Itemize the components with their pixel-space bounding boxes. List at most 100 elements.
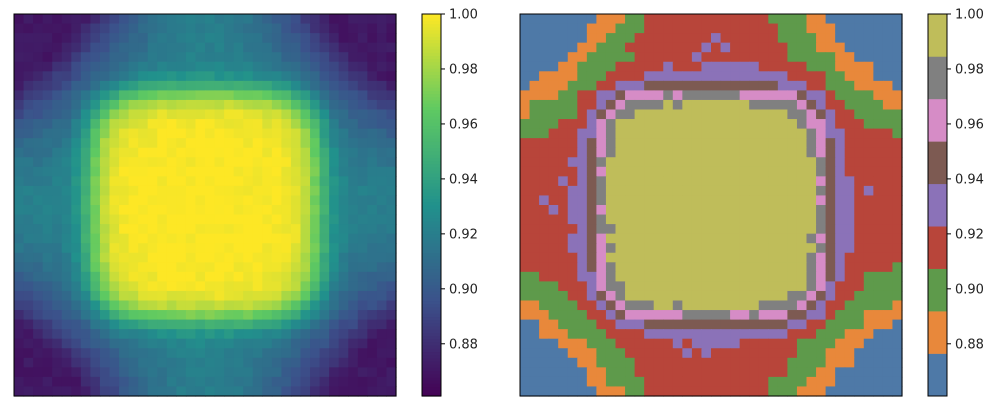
right-heatmap-cell	[796, 157, 808, 168]
right-heatmap-cell	[567, 367, 578, 378]
left-heatmap-cell	[367, 224, 378, 235]
right-heatmap-cell	[558, 357, 569, 368]
left-heatmap-cell	[376, 138, 388, 149]
left-heatmap-cell	[367, 99, 378, 111]
right-heatmap-cell	[672, 176, 683, 187]
right-heatmap-cell	[844, 271, 855, 282]
right-heatmap-cell	[739, 99, 750, 111]
left-heatmap-cell	[99, 157, 111, 168]
right-heatmap-cell	[691, 147, 703, 158]
right-heatmap-cell	[529, 252, 540, 263]
left-heatmap-cell	[262, 252, 273, 263]
left-heatmap-cell	[14, 109, 25, 120]
right-heatmap-cell	[844, 147, 855, 158]
left-heatmap-cell	[205, 205, 216, 216]
right-heatmap-cell	[816, 33, 827, 44]
left-heatmap-cell	[338, 214, 349, 225]
left-heatmap-cell	[157, 290, 168, 302]
right-heatmap-cell	[682, 119, 693, 130]
left-heatmap-cell	[147, 233, 158, 244]
left-colorbar-gradient-segment	[422, 68, 441, 72]
right-heatmap-cell	[720, 185, 731, 197]
left-heatmap-cell	[338, 128, 349, 139]
left-heatmap-cell	[147, 224, 158, 235]
left-heatmap-cell	[290, 166, 302, 177]
left-heatmap-cell	[33, 300, 44, 311]
right-heatmap-cell	[577, 166, 588, 177]
right-heatmap-cell	[691, 23, 703, 34]
left-heatmap-cell	[214, 319, 225, 330]
left-heatmap-cell	[71, 214, 82, 225]
right-heatmap-cell	[892, 205, 903, 216]
right-heatmap-cell	[825, 52, 836, 63]
left-heatmap-cell	[348, 52, 359, 63]
left-heatmap-cell	[319, 338, 330, 349]
right-heatmap-cell	[529, 367, 540, 378]
right-heatmap-cell	[701, 99, 712, 111]
left-heatmap-cell	[357, 271, 368, 282]
right-heatmap-cell	[672, 157, 683, 168]
right-heatmap-cell	[653, 80, 664, 91]
left-heatmap-cell	[262, 23, 273, 34]
right-heatmap-cell	[873, 166, 884, 177]
right-heatmap-cell	[558, 262, 569, 273]
right-heatmap-cell	[844, 367, 855, 378]
left-colorbar-gradient-segment	[422, 74, 441, 79]
right-heatmap-cell	[730, 52, 741, 63]
left-heatmap-cell	[176, 128, 187, 139]
left-heatmap-cell	[119, 376, 130, 388]
right-heatmap-cell	[644, 14, 655, 25]
right-heatmap-cell	[653, 52, 664, 63]
right-heatmap-cell	[749, 290, 760, 302]
left-heatmap-cell	[128, 185, 139, 197]
left-colorbar-gradient-segment	[422, 373, 441, 378]
right-heatmap-cell	[768, 147, 779, 158]
right-heatmap-cell	[615, 185, 626, 197]
left-heatmap-cell	[243, 147, 254, 158]
left-heatmap-cell	[205, 329, 216, 340]
right-heatmap-cell	[711, 319, 722, 330]
left-heatmap-cell	[271, 357, 282, 368]
right-heatmap-cell	[863, 319, 874, 330]
left-heatmap-cell	[128, 71, 139, 82]
right-heatmap-cell	[653, 319, 664, 330]
left-colorbar-gradient-segment	[422, 310, 441, 314]
right-heatmap-cell	[615, 147, 626, 158]
left-heatmap-cell	[281, 195, 292, 206]
left-heatmap-cell	[348, 290, 359, 302]
right-heatmap-cell	[777, 42, 788, 53]
left-heatmap-cell	[147, 71, 158, 82]
left-heatmap-cell	[195, 290, 206, 302]
left-heatmap-cell	[109, 33, 120, 44]
right-heatmap-cell	[844, 33, 855, 44]
right-heatmap-cell	[739, 195, 750, 206]
left-heatmap-cell	[271, 157, 282, 168]
right-heatmap-cell	[567, 23, 578, 34]
right-heatmap-cell	[520, 109, 531, 120]
left-heatmap-cell	[376, 166, 388, 177]
right-heatmap-cell	[882, 185, 894, 197]
right-heatmap-cell	[711, 290, 722, 302]
right-heatmap-cell	[892, 357, 903, 368]
left-heatmap-cell	[61, 128, 72, 139]
left-heatmap-cell	[99, 185, 111, 197]
right-heatmap-cell	[615, 367, 626, 378]
left-heatmap-cell	[233, 166, 244, 177]
left-heatmap-cell	[99, 33, 111, 44]
left-heatmap-cell	[271, 376, 282, 388]
right-heatmap-cell	[586, 147, 597, 158]
left-heatmap-cell	[243, 233, 254, 244]
right-heatmap-cell	[644, 271, 655, 282]
right-heatmap-cell	[882, 290, 894, 302]
right-heatmap-cell	[796, 99, 808, 111]
right-heatmap-cell	[701, 281, 712, 292]
left-heatmap-cell	[271, 367, 282, 378]
right-heatmap-cell	[835, 195, 846, 206]
right-heatmap-cell	[596, 290, 607, 302]
left-heatmap-cell	[52, 329, 63, 340]
left-heatmap-cell	[90, 376, 101, 388]
left-heatmap-cell	[319, 99, 330, 111]
right-heatmap-cell	[882, 281, 894, 292]
left-heatmap-cell	[205, 42, 216, 53]
right-heatmap-cell	[539, 386, 550, 397]
